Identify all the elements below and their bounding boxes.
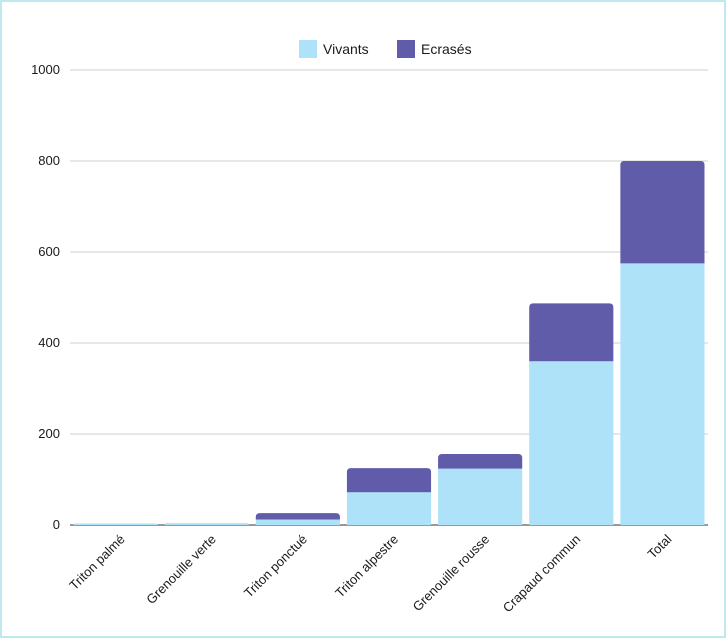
x-tick-label: Total xyxy=(645,531,675,561)
bar-vivants xyxy=(73,523,158,525)
bar-vivants xyxy=(255,519,340,525)
bar-ecras-s xyxy=(529,303,614,362)
bar-ecras-s xyxy=(438,454,523,469)
y-tick-label: 800 xyxy=(38,153,60,168)
bar-vivants xyxy=(346,492,432,525)
y-tick-label: 0 xyxy=(53,517,60,532)
bar-ecras-s xyxy=(620,161,705,264)
bar-ecras-s xyxy=(255,513,340,520)
legend-swatch xyxy=(299,40,317,58)
x-tick-label: Grenouille verte xyxy=(143,532,219,608)
y-tick-label: 400 xyxy=(38,335,60,350)
x-tick-label: Triton alpestre xyxy=(332,532,401,601)
bar-vivants xyxy=(164,523,249,525)
legend-label: Ecrasés xyxy=(421,41,472,57)
bar-vivants xyxy=(620,263,705,525)
y-tick-label: 600 xyxy=(38,244,60,259)
y-tick-label: 1000 xyxy=(31,62,60,77)
bar-vivants xyxy=(529,361,614,525)
y-tick-label: 200 xyxy=(38,426,60,441)
x-tick-label: Triton palmé xyxy=(66,532,127,593)
bar-ecras-s xyxy=(346,468,432,493)
x-tick-label: Triton ponctué xyxy=(241,532,310,601)
legend-swatch xyxy=(397,40,415,58)
x-tick-label: Grenouille rousse xyxy=(410,532,493,615)
bar-vivants xyxy=(438,468,523,525)
legend-label: Vivants xyxy=(323,41,369,57)
x-tick-label: Crapaud commun xyxy=(500,532,584,616)
